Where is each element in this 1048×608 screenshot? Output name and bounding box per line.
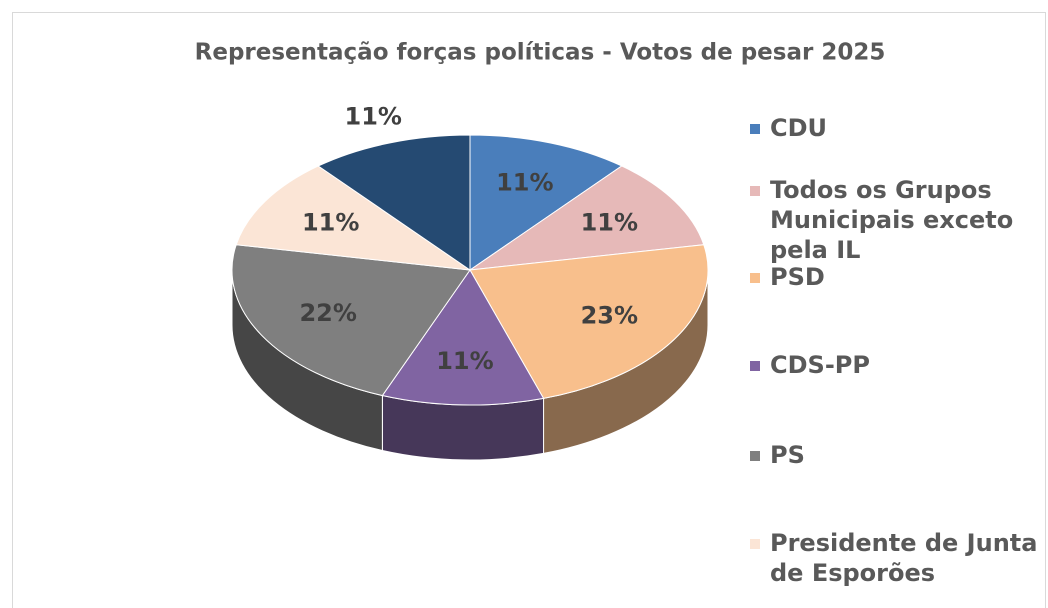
pie-slice <box>469 134 623 271</box>
pie-slice <box>235 165 471 271</box>
legend-swatch <box>750 124 760 134</box>
legend-label: CDU <box>770 114 828 142</box>
data-label: 11% <box>581 208 638 236</box>
legend-label: PS <box>770 441 805 469</box>
data-label: 22% <box>299 299 356 327</box>
legend-label: Todos os Grupos Municipais exceto pela I… <box>770 176 1014 264</box>
legend-swatch <box>750 186 760 196</box>
data-label: 11% <box>345 103 402 131</box>
pie-slice <box>469 165 705 271</box>
chart-title: Representação forças políticas - Votos d… <box>195 40 886 66</box>
legend-entry: Presidente de Junta de Esporões <box>750 528 1040 588</box>
legend-swatch <box>750 273 760 283</box>
legend-entry: CDS-PP <box>750 350 1040 380</box>
data-label: 11% <box>302 208 359 236</box>
legend-entry: PSD <box>750 262 1040 292</box>
legend-entry: CDU <box>750 113 1040 143</box>
legend-label: CDS-PP <box>770 351 870 379</box>
chart-frame <box>12 12 1046 608</box>
legend-label: PSD <box>770 263 825 291</box>
pie-slice <box>231 244 471 397</box>
legend-swatch <box>750 361 760 371</box>
pie-slice <box>317 134 471 271</box>
legend-entry: Todos os Grupos Municipais exceto pela I… <box>750 175 1040 265</box>
pie-slice <box>469 244 709 399</box>
data-label: 11% <box>496 169 553 197</box>
data-label: 11% <box>436 347 493 375</box>
legend-label: Presidente de Junta de Esporões <box>770 529 1038 587</box>
legend-swatch <box>750 539 760 549</box>
pie-slice <box>381 269 545 406</box>
data-label: 23% <box>581 302 638 330</box>
legend-entry: PS <box>750 440 1040 470</box>
legend-swatch <box>750 451 760 461</box>
